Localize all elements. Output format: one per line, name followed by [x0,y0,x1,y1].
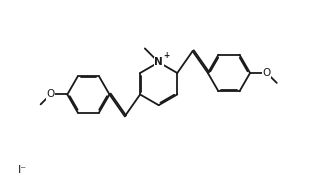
Text: +: + [163,51,170,60]
Text: N: N [154,57,163,67]
Text: O: O [263,68,271,78]
Text: O: O [46,89,55,99]
Text: I⁻: I⁻ [18,164,27,175]
